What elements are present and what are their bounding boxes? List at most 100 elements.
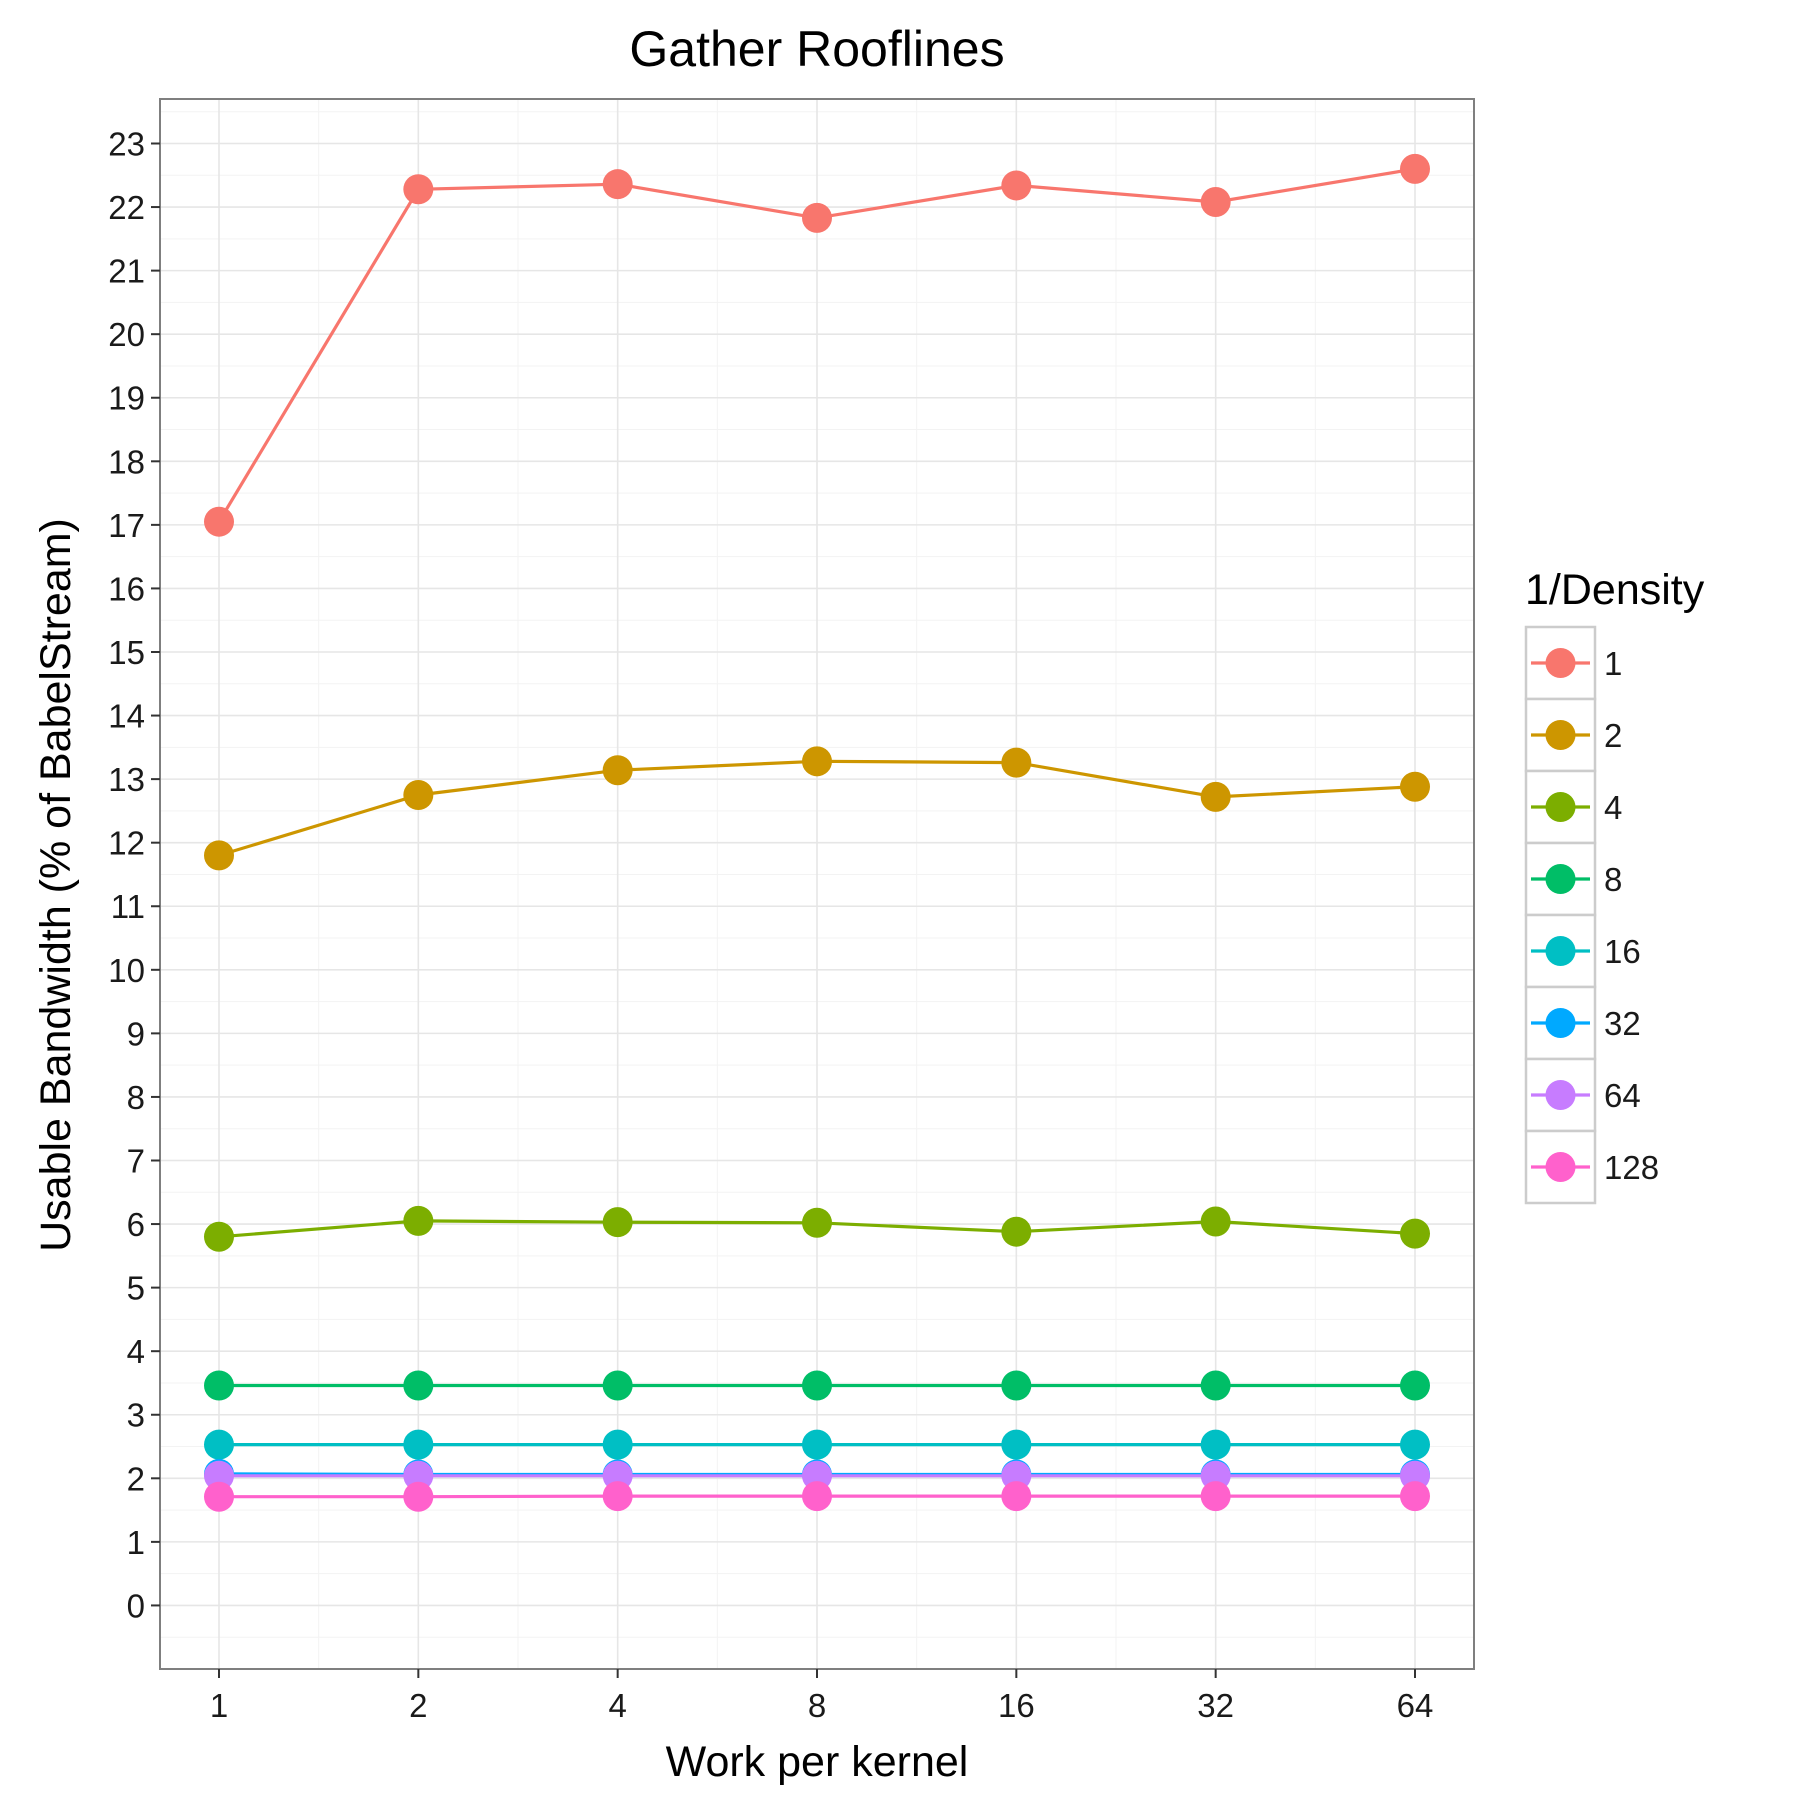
series-16 (204, 1429, 1430, 1460)
x-tick-label: 1 (210, 1687, 228, 1724)
x-tick-label: 4 (608, 1687, 626, 1724)
data-point-16 (1400, 1429, 1430, 1460)
data-point-1 (1001, 170, 1032, 201)
y-tick-label: 15 (108, 634, 145, 671)
y-tick-label: 0 (127, 1587, 145, 1624)
legend-label-2: 2 (1604, 717, 1622, 754)
legend-label-128: 128 (1604, 1149, 1659, 1186)
series-1 (204, 153, 1430, 537)
legend-key-point (1545, 1080, 1576, 1110)
series-layer (204, 153, 1430, 1512)
legend-key-point (1545, 864, 1576, 894)
data-point-4 (802, 1207, 832, 1238)
data-point-2 (802, 746, 832, 777)
data-point-16 (1200, 1429, 1231, 1460)
data-point-128 (1400, 1481, 1430, 1512)
y-tick-label: 22 (108, 189, 145, 226)
legend-label-64: 64 (1604, 1077, 1641, 1114)
data-point-8 (1200, 1370, 1231, 1401)
series-128 (204, 1481, 1430, 1512)
data-point-1 (1400, 153, 1430, 184)
legend-key-point (1545, 648, 1576, 678)
y-tick-label: 1 (127, 1524, 145, 1561)
data-point-8 (602, 1370, 633, 1401)
legend-label-16: 16 (1604, 933, 1641, 970)
legend-key-point (1545, 792, 1576, 822)
data-point-128 (1200, 1481, 1231, 1512)
legend-label-32: 32 (1604, 1005, 1641, 1042)
data-point-2 (204, 840, 234, 871)
legend-label-4: 4 (1604, 789, 1622, 826)
y-tick-label: 11 (111, 888, 145, 925)
y-tick-label: 8 (127, 1079, 145, 1116)
x-tick-label: 16 (998, 1687, 1035, 1724)
legend-label-1: 1 (1604, 645, 1622, 682)
data-point-1 (403, 174, 434, 205)
series-4 (204, 1205, 1430, 1252)
y-tick-label: 4 (127, 1333, 145, 1370)
data-point-4 (1200, 1206, 1231, 1237)
y-tick-label: 17 (108, 507, 145, 544)
data-point-8 (403, 1370, 434, 1401)
data-point-16 (802, 1429, 832, 1460)
x-tick-label: 8 (808, 1687, 826, 1724)
x-tick-label: 64 (1397, 1687, 1434, 1724)
y-axis-title: Usable Bandwidth (% of BabelStream) (32, 518, 80, 1252)
series-8 (204, 1370, 1430, 1401)
data-point-4 (1001, 1216, 1032, 1247)
legend-title: 1/Density (1525, 566, 1705, 614)
y-tick-label: 7 (127, 1142, 145, 1179)
y-tick-label: 6 (127, 1206, 145, 1243)
legend-key-point (1545, 1152, 1576, 1182)
y-tick-label: 13 (108, 761, 145, 798)
y-tick-label: 5 (127, 1270, 145, 1307)
x-tick-label: 32 (1197, 1687, 1234, 1724)
data-point-4 (1400, 1218, 1430, 1249)
data-point-128 (204, 1481, 234, 1512)
y-tick-label: 18 (108, 443, 145, 480)
data-point-16 (204, 1429, 234, 1460)
legend: 1/Density 1 2 4 8 16 32 64 128 (1524, 566, 1705, 1205)
series-2 (204, 746, 1430, 871)
chart-title: Gather Rooflines (629, 21, 1004, 77)
y-tick-label: 14 (108, 698, 145, 735)
data-point-128 (802, 1481, 832, 1512)
y-tick-label: 12 (108, 825, 145, 862)
y-tick-label: 2 (127, 1460, 145, 1497)
data-point-1 (204, 506, 234, 537)
y-tick-label: 3 (127, 1397, 145, 1434)
legend-key-point (1545, 936, 1576, 966)
data-point-1 (602, 169, 633, 200)
data-point-2 (1001, 747, 1032, 778)
data-point-2 (1200, 781, 1231, 812)
data-point-128 (602, 1481, 633, 1512)
y-tick-label: 23 (108, 125, 145, 162)
legend-label-8: 8 (1604, 861, 1622, 898)
data-point-2 (602, 755, 633, 786)
y-tick-label: 16 (108, 570, 145, 607)
data-point-16 (1001, 1429, 1032, 1460)
data-point-8 (1400, 1370, 1430, 1401)
data-point-64 (403, 1460, 434, 1491)
legend-key-point (1545, 720, 1576, 750)
data-point-4 (403, 1205, 434, 1236)
data-point-2 (403, 780, 434, 811)
data-point-8 (802, 1370, 832, 1401)
data-point-64 (204, 1460, 234, 1491)
y-tick-label: 20 (108, 316, 145, 353)
y-tick-label: 19 (108, 380, 145, 417)
data-point-2 (1400, 771, 1430, 802)
data-point-8 (1001, 1370, 1032, 1401)
data-point-8 (204, 1370, 234, 1401)
data-point-128 (403, 1481, 434, 1512)
y-tick-label: 9 (127, 1015, 145, 1052)
data-point-4 (602, 1207, 633, 1238)
data-point-16 (403, 1429, 434, 1460)
data-point-128 (1001, 1481, 1032, 1512)
data-point-4 (204, 1221, 234, 1252)
legend-key-point (1545, 1008, 1576, 1038)
x-axis-title: Work per kernel (666, 1738, 969, 1786)
x-tick-label: 2 (409, 1687, 427, 1724)
